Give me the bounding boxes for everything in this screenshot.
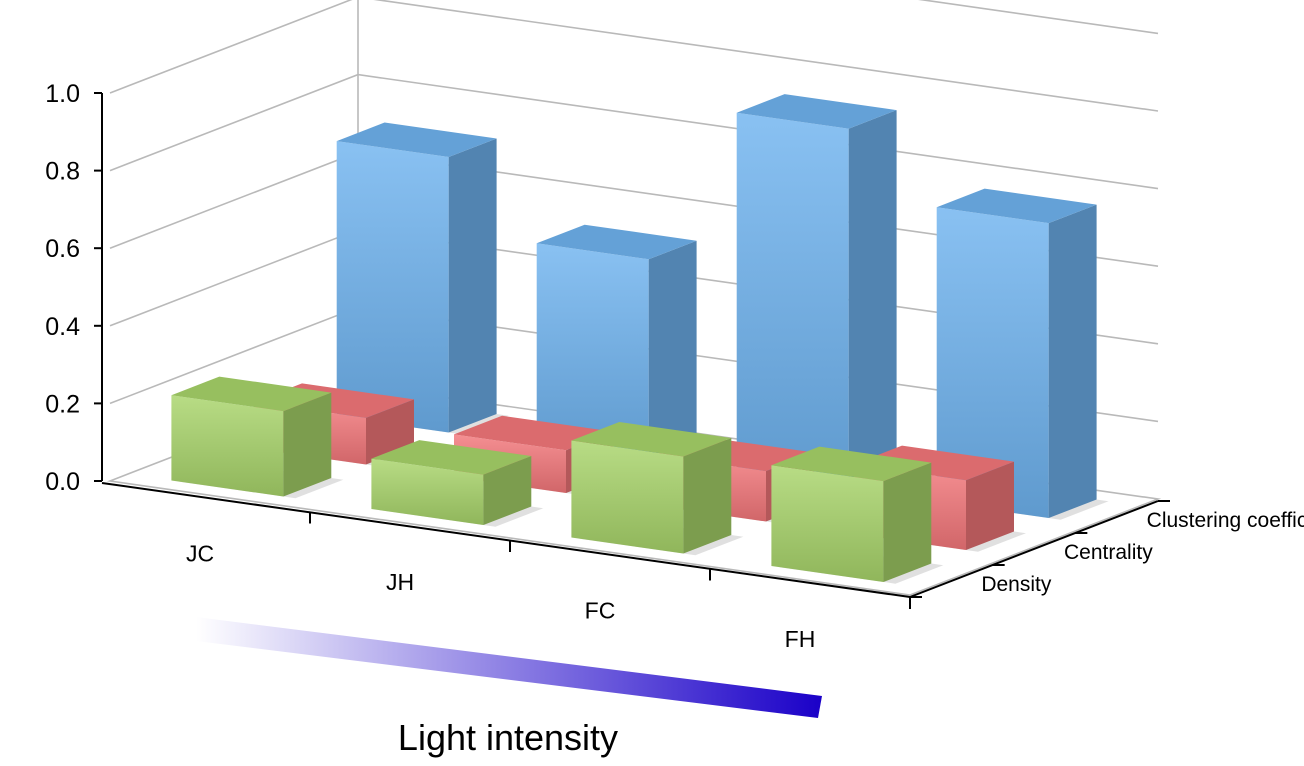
x-axis	[101, 482, 911, 598]
bar-side-face	[683, 438, 732, 554]
bar	[336, 122, 509, 435]
depth-axis	[909, 500, 1159, 598]
bar-front-face	[336, 141, 449, 433]
bar	[371, 440, 544, 527]
bar	[771, 446, 944, 584]
series-label: Centrality	[1064, 541, 1153, 564]
bar-side-face	[1048, 204, 1097, 518]
intensity-label: Light intensity	[398, 717, 618, 758]
wall-top-edge	[917, 0, 1159, 35]
bar-front-face	[571, 440, 684, 554]
bar-side-face	[848, 110, 897, 490]
bar-top-face	[936, 188, 1097, 224]
x-tick-label: FC	[585, 597, 616, 623]
bar-top-face	[171, 376, 332, 412]
bar	[571, 422, 744, 556]
series-label: Clustering coefficient	[1147, 509, 1304, 532]
bar	[736, 94, 909, 492]
bar-top-face	[736, 94, 897, 129]
bar-side-face	[283, 392, 332, 497]
intensity-gradient-bar	[196, 617, 822, 718]
x-tick-label: JC	[186, 540, 214, 566]
bar-front-face	[371, 458, 484, 525]
chart-bars	[171, 94, 1109, 584]
bar-side-face	[648, 240, 697, 461]
bar-front-face	[171, 395, 284, 497]
y-tick-label: 0.8	[45, 158, 80, 186]
bar-side-face	[883, 462, 932, 582]
bar-side-face	[483, 456, 532, 525]
bar-top-face	[336, 122, 497, 157]
bar-front-face	[771, 465, 884, 582]
bar-side-face	[966, 461, 1014, 550]
bar-top-face	[771, 446, 932, 482]
x-tick-label: FH	[785, 626, 816, 652]
bar-front-face	[536, 243, 649, 461]
chart-labels: 0.0 0.2 0.4 0.6 0.8 1.0 JC JH FC FH Density Central…	[45, 80, 1304, 652]
y-tick-label: 1.0	[45, 80, 80, 108]
gridline	[109, 0, 1159, 112]
bar-top-face	[571, 422, 732, 457]
bar-side-face	[448, 138, 497, 433]
bar	[171, 376, 344, 499]
y-tick-label: 0.4	[45, 313, 80, 341]
y-tick-label: 0.0	[45, 468, 80, 496]
y-tick-label: 0.2	[45, 390, 80, 418]
y-tick-label: 0.6	[45, 235, 80, 263]
series-label: Density	[981, 573, 1052, 596]
bar-top-face	[371, 440, 532, 475]
bar-top-face	[854, 445, 1014, 481]
bar-front-face	[736, 112, 849, 490]
gridline	[109, 73, 1159, 190]
bar	[936, 188, 1109, 520]
x-tick-label: JH	[386, 569, 414, 595]
intensity-gradient: Light intensity	[196, 617, 822, 758]
bar-top-face	[536, 224, 697, 260]
bar-front-face	[936, 207, 1049, 518]
